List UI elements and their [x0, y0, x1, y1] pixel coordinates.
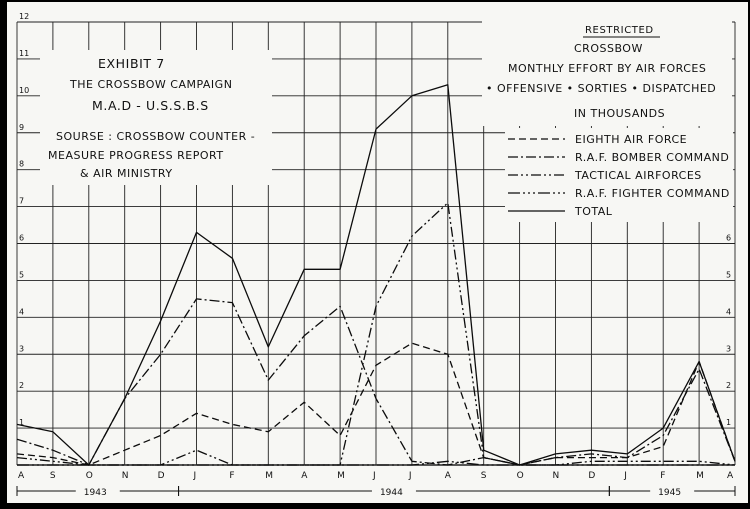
header-line-3: • OFFENSIVE • SORTIES • DISPATCHED — [486, 82, 716, 95]
x-tick-label: J — [623, 471, 627, 481]
x-tick-label: O — [517, 471, 524, 481]
x-tick-label: A — [445, 471, 452, 481]
y-tick-label-right: 5 — [726, 270, 731, 279]
header-block: RESTRICTED CROSSBOW MONTHLY EFFORT BY AI… — [482, 16, 732, 126]
y-tick-label-left: 11 — [19, 49, 29, 58]
x-tick-label: S — [481, 471, 487, 481]
series-line — [16, 298, 736, 466]
x-tick-label: J — [408, 471, 412, 481]
y-tick-label-right: 1 — [726, 418, 731, 427]
x-tick-label: M — [265, 471, 273, 481]
legend: EIGHTH AIR FORCE R.A.F. BOMBER COMMAND TAC… — [505, 128, 733, 222]
x-tick-label: F — [229, 471, 234, 481]
x-tick-label: J — [193, 471, 197, 481]
x-tick-label: A — [301, 471, 308, 481]
x-tick-label: N — [553, 471, 560, 481]
campaign-label: THE CROSSBOW CAMPAIGN — [69, 78, 232, 91]
x-tick-label: S — [50, 471, 56, 481]
restricted-stamp: RESTRICTED — [585, 25, 654, 36]
legend-label: R.A.F. BOMBER COMMAND — [575, 151, 729, 164]
year-label: 1945 — [658, 488, 681, 498]
year-label: 1943 — [84, 488, 107, 498]
series-lines — [16, 84, 736, 466]
x-tick-label: M — [337, 471, 345, 481]
y-tick-label-left: 6 — [19, 234, 24, 243]
x-tick-label: M — [696, 471, 704, 481]
y-tick-label-right: 3 — [726, 344, 731, 353]
legend-label: EIGHTH AIR FORCE — [575, 133, 687, 146]
series-line — [16, 84, 736, 466]
x-tick-label: F — [660, 471, 665, 481]
title-block: EXHIBIT 7 THE CROSSBOW CAMPAIGN M.A.D - … — [40, 50, 272, 185]
y-tick-label-left: 4 — [19, 307, 24, 316]
org-label: M.A.D - U.S.S.B.S — [92, 98, 209, 113]
year-label-backing — [650, 483, 695, 497]
y-tick-label-right: 4 — [726, 307, 731, 316]
x-tick-label: D — [588, 471, 595, 481]
year-label-backing — [75, 483, 120, 497]
x-tick-label: O — [86, 471, 93, 481]
y-tick-label-left: 10 — [19, 86, 29, 95]
y-tick-label-left: 8 — [19, 160, 24, 169]
legend-label: TACTICAL AIRFORCES — [574, 169, 702, 182]
x-tick-label: J — [372, 471, 376, 481]
title-block-backing — [40, 50, 272, 185]
legend-label: R.A.F. FIGHTER COMMAND — [575, 187, 730, 200]
series-line — [16, 342, 736, 466]
series-line — [16, 202, 736, 466]
header-block-backing — [482, 16, 732, 126]
y-tick-label-left: 7 — [19, 197, 24, 206]
year-label: 1944 — [380, 488, 403, 498]
x-tick-label: N — [122, 471, 129, 481]
legend-label: TOTAL — [574, 205, 613, 218]
source-line-3: & AIR MINISTRY — [80, 167, 173, 180]
header-line-1: CROSSBOW — [574, 42, 643, 55]
y-tick-label-left: 9 — [19, 123, 24, 132]
x-tick-label: D — [158, 471, 165, 481]
y-tick-label-right: 2 — [726, 381, 731, 390]
y-tick-label-left: 2 — [19, 381, 24, 390]
x-tick-label: A — [18, 471, 25, 481]
source-line-2: MEASURE PROGRESS REPORT — [48, 149, 224, 162]
header-line-2: MONTHLY EFFORT BY AIR FORCES — [508, 62, 706, 75]
header-line-4: IN THOUSANDS — [574, 107, 665, 120]
x-tick-label: A — [727, 471, 734, 481]
y-tick-label-right: 6 — [726, 234, 731, 243]
y-tick-label-left: 5 — [19, 270, 24, 279]
y-tick-label-left: 12 — [19, 12, 29, 21]
y-tick-label-left: 3 — [19, 344, 24, 353]
source-line-1: SOURSE : CROSSBOW COUNTER - — [56, 130, 255, 143]
year-label-backing — [371, 483, 416, 497]
exhibit-label: EXHIBIT 7 — [98, 56, 165, 71]
y-tick-label-left: 1 — [19, 418, 24, 427]
legend-backing — [505, 128, 733, 222]
